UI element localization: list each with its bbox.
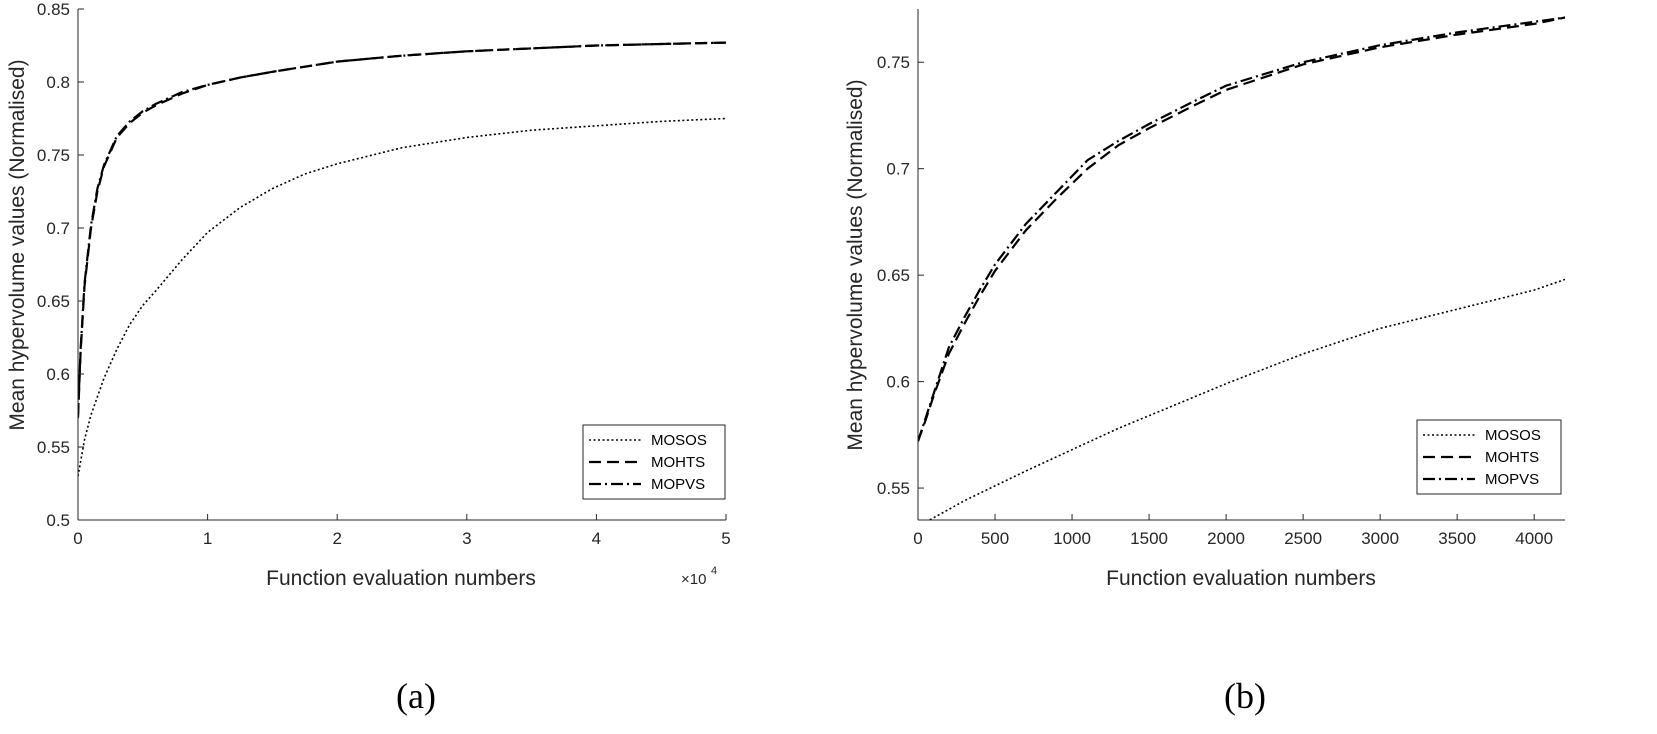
y-axis-title-a: Mean hypervolume values (Normalised) — [6, 59, 29, 430]
y-tick-label: 0.55 — [877, 479, 910, 498]
x-tick-label: 0 — [913, 529, 922, 548]
caption-a: (a) — [396, 676, 436, 716]
y-tick-label: 0.65 — [877, 266, 910, 285]
x-tick-label: 500 — [981, 529, 1009, 548]
series-line-mopvs — [918, 16, 1565, 442]
x-axis-title-a: Function evaluation numbers — [266, 567, 536, 590]
x-tick-label: 4000 — [1515, 529, 1553, 548]
legend-label-mohts: MOHTS — [1485, 449, 1539, 466]
legend-a: MOSOS MOHTS MOPVS — [582, 424, 726, 500]
y-tick-label: 0.8 — [46, 73, 70, 92]
series-line-mohts — [918, 16, 1565, 442]
axes-b: 0 500 1000 1500 2000 2500 3000 3500 4000 0.55 0.6 0… — [877, 9, 1565, 548]
series-line-mohts — [78, 41, 726, 418]
x-exponent-power: 4 — [711, 565, 717, 577]
x-tick-label: 1 — [203, 529, 212, 548]
x-tick-label: 2 — [332, 529, 341, 548]
x-tick-label: 1000 — [1053, 529, 1091, 548]
legend-label-mosos: MOSOS — [651, 432, 707, 449]
x-tick-label: 4 — [592, 529, 601, 548]
x-tick-label: 1500 — [1130, 529, 1168, 548]
y-tick-label: 0.6 — [46, 365, 70, 384]
x-exponent-base: ×10 — [681, 571, 706, 588]
plot-lines-b — [918, 16, 1565, 520]
series-line-mosos — [927, 278, 1565, 520]
x-tick-label: 2000 — [1207, 529, 1245, 548]
caption-b: (b) — [1224, 676, 1266, 716]
y-tick-label: 0.7 — [886, 160, 910, 179]
y-tick-label: 0.65 — [37, 292, 70, 311]
plot-lines-a — [78, 41, 726, 477]
x-tick-label: 3500 — [1438, 529, 1476, 548]
y-tick-label: 0.7 — [46, 219, 70, 238]
x-exponent-label: ×10 4 — [681, 565, 717, 588]
chart-a: 0 1 2 3 4 5 0.5 0.55 0.6 0.65 0.7 0.75 0.8 0.85 Funct… — [6, 0, 731, 716]
x-tick-label: 3000 — [1361, 529, 1399, 548]
y-tick-label: 0.6 — [886, 373, 910, 392]
y-axis-title-b: Mean hypervolume values (Normalised) — [844, 79, 867, 450]
legend-b: MOSOS MOHTS MOPVS — [1416, 419, 1562, 495]
y-tick-label: 0.85 — [37, 0, 70, 19]
series-line-mopvs — [78, 41, 726, 415]
legend-label-mohts: MOHTS — [651, 454, 705, 471]
y-tick-label: 0.75 — [37, 146, 70, 165]
legend-box — [582, 424, 726, 500]
axes-a: 0 1 2 3 4 5 0.5 0.55 0.6 0.65 0.7 0.75 0.8 0.85 — [37, 0, 731, 548]
series-line-mosos — [78, 117, 726, 477]
y-tick-label: 0.55 — [37, 438, 70, 457]
x-tick-label: 5 — [721, 529, 730, 548]
x-tick-label: 0 — [73, 529, 82, 548]
x-tick-label: 3 — [462, 529, 471, 548]
legend-label-mopvs: MOPVS — [651, 476, 705, 493]
x-axis-title-b: Function evaluation numbers — [1106, 567, 1376, 590]
legend-label-mopvs: MOPVS — [1485, 471, 1539, 488]
chart-b: 0 500 1000 1500 2000 2500 3000 3500 4000 0.55 0.6 0… — [844, 9, 1565, 716]
y-tick-label: 0.75 — [877, 53, 910, 72]
legend-label-mosos: MOSOS — [1485, 427, 1541, 444]
x-tick-label: 2500 — [1284, 529, 1322, 548]
y-tick-label: 0.5 — [46, 511, 70, 530]
